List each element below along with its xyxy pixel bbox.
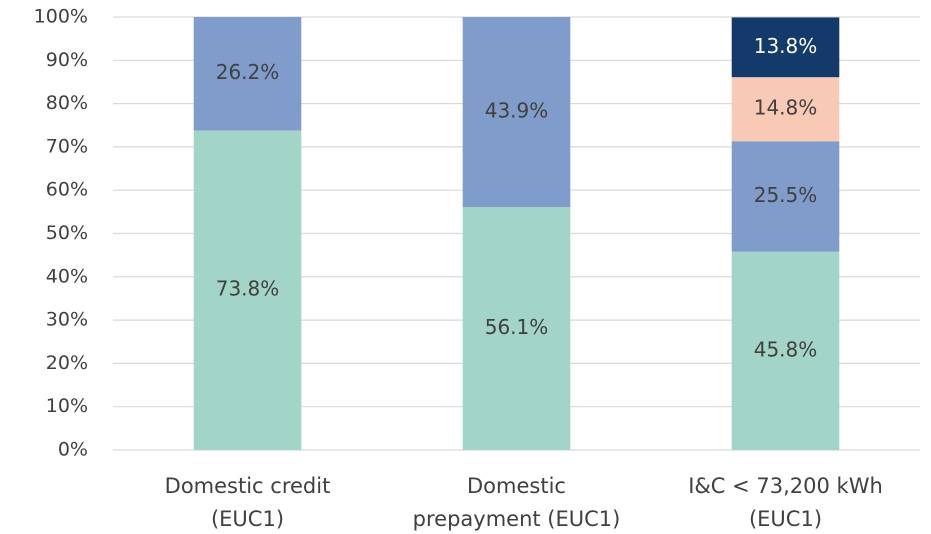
x-tick-label: (EUC1) — [749, 507, 822, 531]
value-label: 14.8% — [754, 96, 818, 120]
x-tick-label: Domestic — [467, 474, 566, 498]
y-tick-label: 60% — [46, 179, 88, 201]
y-tick-label: 40% — [46, 265, 88, 287]
value-label: 73.8% — [216, 277, 280, 301]
y-tick-label: 0% — [58, 439, 88, 461]
x-tick-label: prepayment (EUC1) — [413, 507, 621, 531]
y-tick-label: 80% — [46, 92, 88, 114]
bar-segment — [193, 130, 302, 451]
y-tick-label: 50% — [46, 222, 88, 244]
y-tick-label: 10% — [46, 395, 88, 417]
x-tick-label: Domestic credit — [165, 474, 331, 498]
bar-segment — [731, 141, 840, 252]
y-tick-label: 30% — [46, 309, 88, 331]
value-label: 56.1% — [485, 315, 549, 339]
y-tick-label: 70% — [46, 135, 88, 157]
y-tick-label: 100% — [34, 6, 88, 28]
y-tick-label: 20% — [46, 352, 88, 374]
value-label: 45.8% — [754, 337, 818, 361]
value-label: 13.8% — [754, 34, 818, 58]
bar-segment — [462, 207, 571, 450]
x-tick-label: (EUC1) — [211, 507, 284, 531]
bar-segment — [731, 17, 840, 78]
x-tick-label: I&C < 73,200 kWh — [688, 474, 883, 498]
bar-segment — [731, 77, 840, 142]
value-label: 26.2% — [216, 60, 280, 84]
bar-segment — [462, 17, 571, 208]
bar-segment — [193, 17, 302, 131]
y-tick-label: 90% — [46, 49, 88, 71]
value-label: 25.5% — [754, 183, 818, 207]
bar-segment — [731, 251, 840, 450]
value-label: 43.9% — [485, 99, 549, 123]
